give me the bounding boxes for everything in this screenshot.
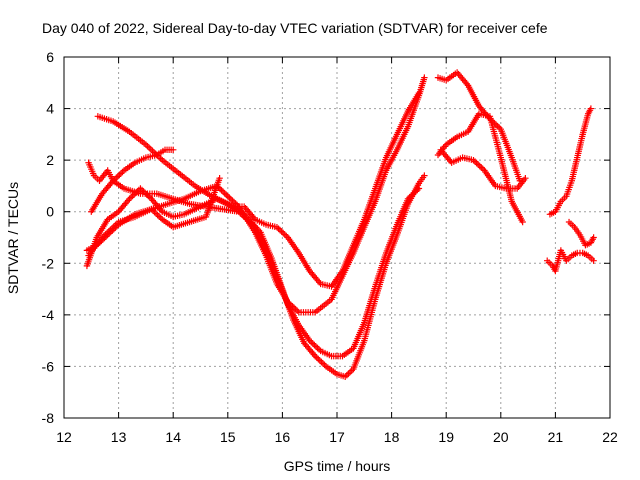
y-tick-label: 4 (46, 101, 54, 117)
data-point (223, 191, 230, 198)
y-tick-label: -6 (42, 358, 55, 374)
data-point (154, 211, 161, 219)
satellite-track-12 (565, 218, 597, 249)
data-point (476, 162, 483, 170)
data-point (147, 146, 155, 153)
data-point (224, 193, 231, 200)
satellite-track-2 (85, 159, 423, 360)
data-point (219, 188, 227, 196)
data-point (494, 123, 501, 130)
data-point (229, 197, 236, 204)
data-point (278, 228, 285, 235)
data-point (311, 341, 318, 349)
y-tick-label: -4 (42, 307, 55, 323)
grid-lines (64, 57, 610, 418)
x-tick-label: 13 (111, 429, 127, 445)
data-point (294, 307, 301, 315)
x-tick-label: 19 (438, 429, 454, 445)
satellite-track-9 (437, 146, 529, 192)
data-point (315, 355, 322, 363)
data-point (316, 357, 324, 364)
y-axis-label: SDTVAR / TECUs (5, 182, 21, 294)
data-point (314, 344, 321, 352)
data-point (421, 74, 428, 81)
x-tick-label: 16 (275, 429, 291, 445)
satellite-track-10 (546, 105, 595, 218)
satellite-track-4 (83, 89, 423, 290)
data-point (218, 187, 225, 194)
data-point (318, 358, 325, 366)
x-tick-label: 12 (56, 429, 72, 445)
data-point (478, 164, 485, 171)
data-point (519, 218, 526, 226)
data-point (415, 185, 423, 192)
satellite-track-8 (434, 110, 526, 226)
x-tick-label: 21 (548, 429, 564, 445)
data-point (313, 354, 320, 361)
data-point (155, 213, 163, 220)
data-point (309, 340, 317, 347)
x-tick-label: 14 (165, 429, 181, 445)
x-axis-label: GPS time / hours (284, 458, 391, 474)
data-point (474, 161, 482, 168)
data-point (113, 174, 120, 182)
data-point (312, 343, 320, 350)
x-tick-label: 17 (329, 429, 345, 445)
data-point (117, 170, 125, 177)
data-point (346, 368, 354, 376)
data-point (216, 174, 223, 182)
satellite-track-7 (434, 69, 524, 184)
chart-title: Day 040 of 2022, Sidereal Day-to-day VTE… (42, 20, 548, 36)
data-point (143, 191, 150, 198)
data-point (343, 371, 351, 379)
x-tick-label: 20 (493, 429, 509, 445)
data-point (590, 257, 597, 264)
data-point (170, 146, 177, 154)
y-tick-label: -8 (42, 410, 55, 426)
data-point (226, 194, 233, 201)
axis-ticks: 12 13 14 15 16 17 18 19 20 21 22 -8 -6 -4 -2 0 2 4 6 (42, 49, 618, 445)
y-tick-label: 2 (46, 152, 54, 168)
y-tick-label: -2 (42, 255, 55, 271)
data-point (144, 143, 151, 150)
data-point (114, 173, 122, 180)
satellite-track-6 (85, 174, 223, 259)
data-point (415, 89, 423, 97)
satellite-track-5 (88, 146, 177, 215)
y-tick-label: 0 (46, 204, 54, 220)
data-point (590, 234, 597, 241)
x-tick-label: 22 (602, 429, 618, 445)
data-point (138, 186, 146, 194)
data-point (587, 105, 595, 112)
data-point (145, 144, 153, 151)
satellite-track-11 (544, 247, 597, 275)
data-point (319, 360, 327, 367)
data-point (127, 194, 135, 201)
x-tick-label: 18 (384, 429, 400, 445)
data-point (221, 190, 228, 197)
x-tick-label: 15 (220, 429, 236, 445)
data-point (421, 172, 428, 179)
y-tick-label: 6 (46, 49, 54, 65)
data-point (522, 174, 529, 182)
data-point (473, 159, 480, 167)
data-series (83, 69, 597, 380)
data-point (279, 229, 287, 237)
data-point (116, 171, 123, 179)
